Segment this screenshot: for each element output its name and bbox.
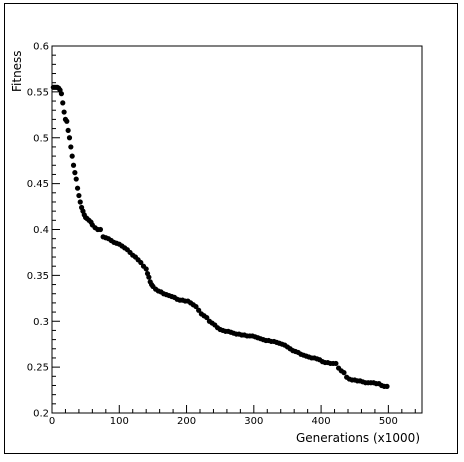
- data-point: [66, 135, 73, 141]
- x-tick-label: 100: [110, 416, 129, 427]
- data-point: [196, 307, 202, 313]
- axis-ticks: 0 100 200 300 400 500 0.2 0.25 0.3 0.35 0.4 0.45 0.5…: [27, 42, 416, 427]
- x-tick-label: 500: [379, 416, 398, 427]
- y-tick-label: 0.45: [27, 179, 49, 190]
- data-point: [143, 266, 149, 272]
- y-tick-label: 0.4: [33, 225, 49, 236]
- data-point: [60, 100, 66, 106]
- data-point: [61, 109, 67, 115]
- data-point: [69, 153, 75, 159]
- data-point: [73, 176, 79, 182]
- data-point: [72, 170, 78, 176]
- x-tick-label: 400: [312, 416, 331, 427]
- data-point: [77, 199, 83, 205]
- y-tick-label: 0.55: [27, 87, 49, 98]
- y-tick-label: 0.2: [33, 409, 49, 420]
- data-point: [138, 259, 144, 266]
- data-point: [68, 144, 74, 150]
- y-tick-label: 0.25: [27, 363, 49, 374]
- data-point: [97, 226, 104, 233]
- data-point: [193, 303, 199, 310]
- data-point: [204, 314, 210, 321]
- data-point: [146, 274, 152, 280]
- data-point: [341, 370, 347, 376]
- y-tick-label: 0.3: [33, 317, 49, 328]
- data-point: [333, 360, 339, 367]
- x-tick-label: 200: [177, 416, 196, 427]
- y-tick-label: 0.5: [33, 133, 49, 144]
- data-point: [65, 127, 71, 134]
- x-tick-label: 300: [244, 416, 263, 427]
- y-tick-label: 0.35: [27, 271, 49, 282]
- data-point: [64, 118, 70, 124]
- data-point: [76, 192, 82, 199]
- data-points: [50, 84, 390, 389]
- data-point: [70, 162, 77, 168]
- data-point: [384, 383, 390, 389]
- data-point: [74, 185, 81, 191]
- y-tick-label: 0.6: [33, 42, 49, 53]
- x-tick-label: 0: [49, 416, 55, 427]
- y-axis-label: Fitness: [10, 50, 24, 92]
- x-axis-label: Generations (x1000): [296, 431, 420, 445]
- data-point: [58, 91, 65, 97]
- plot-area: [51, 45, 423, 414]
